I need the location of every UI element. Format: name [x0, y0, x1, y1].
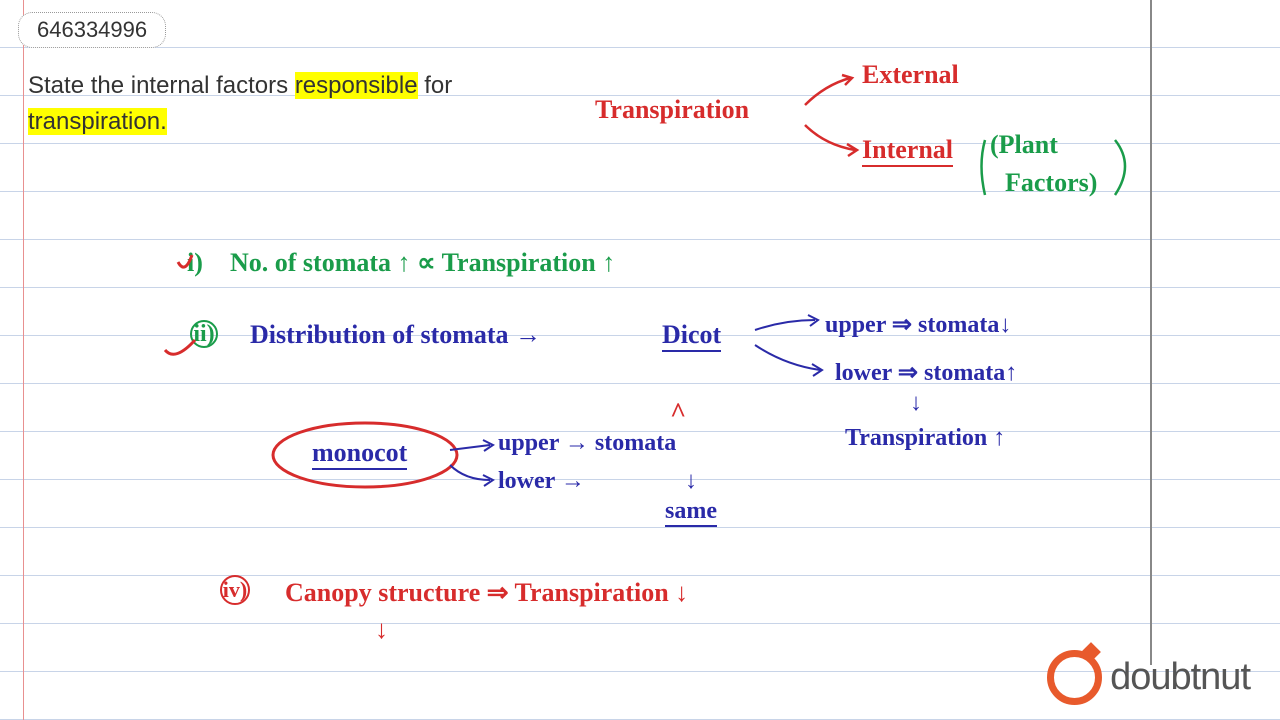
caret-mark: ^ [670, 398, 686, 430]
transpiration-label: Transpiration [595, 95, 749, 125]
q-line1-a: State the internal factors [28, 72, 295, 99]
point2-text: Distribution of stomata → [250, 320, 541, 350]
point4-text: Canopy structure ⇒ Transpiration ↓ [285, 578, 688, 608]
monocot-label: monocot [312, 438, 407, 468]
dicot-lower: lower ⇒ stomata↑ [835, 358, 1017, 387]
monocot-same: same [665, 498, 717, 525]
right-border [1150, 0, 1152, 665]
margin-line [23, 0, 24, 720]
point2-num: ii) [190, 320, 218, 348]
logo-icon [1047, 650, 1102, 705]
q-line2: transpiration. [28, 108, 167, 135]
point4-arrow: ↓ [375, 615, 388, 645]
doubtnut-logo: doubtnut [1047, 650, 1250, 705]
point4-num: iv) [220, 575, 250, 605]
dicot-transp: Transpiration ↑ [845, 425, 1005, 452]
monocot-same-arrow: ↓ [685, 468, 697, 495]
point1-text: No. of stomata ↑ ∝ Transpiration ↑ [230, 248, 615, 278]
dicot-upper: upper ⇒ stomata↓ [825, 310, 1011, 339]
q-line1-b: for [418, 72, 453, 99]
point1-num: i) [187, 248, 203, 278]
dicot-lower-arrow: ↓ [910, 390, 922, 417]
plant-label: (Plant [990, 130, 1058, 160]
factors-label: Factors) [1005, 168, 1097, 198]
dicot-label: Dicot [662, 320, 721, 350]
monocot-lower: lower → [498, 468, 585, 495]
internal-label: Internal [862, 135, 953, 165]
q-line1-hl: responsible [295, 72, 418, 99]
question-id: 646334996 [18, 12, 166, 48]
external-label: External [862, 60, 959, 90]
monocot-upper: upper → stomata [498, 430, 676, 457]
question-text: State the internal factors responsible f… [28, 68, 452, 140]
logo-text: doubtnut [1110, 656, 1250, 699]
